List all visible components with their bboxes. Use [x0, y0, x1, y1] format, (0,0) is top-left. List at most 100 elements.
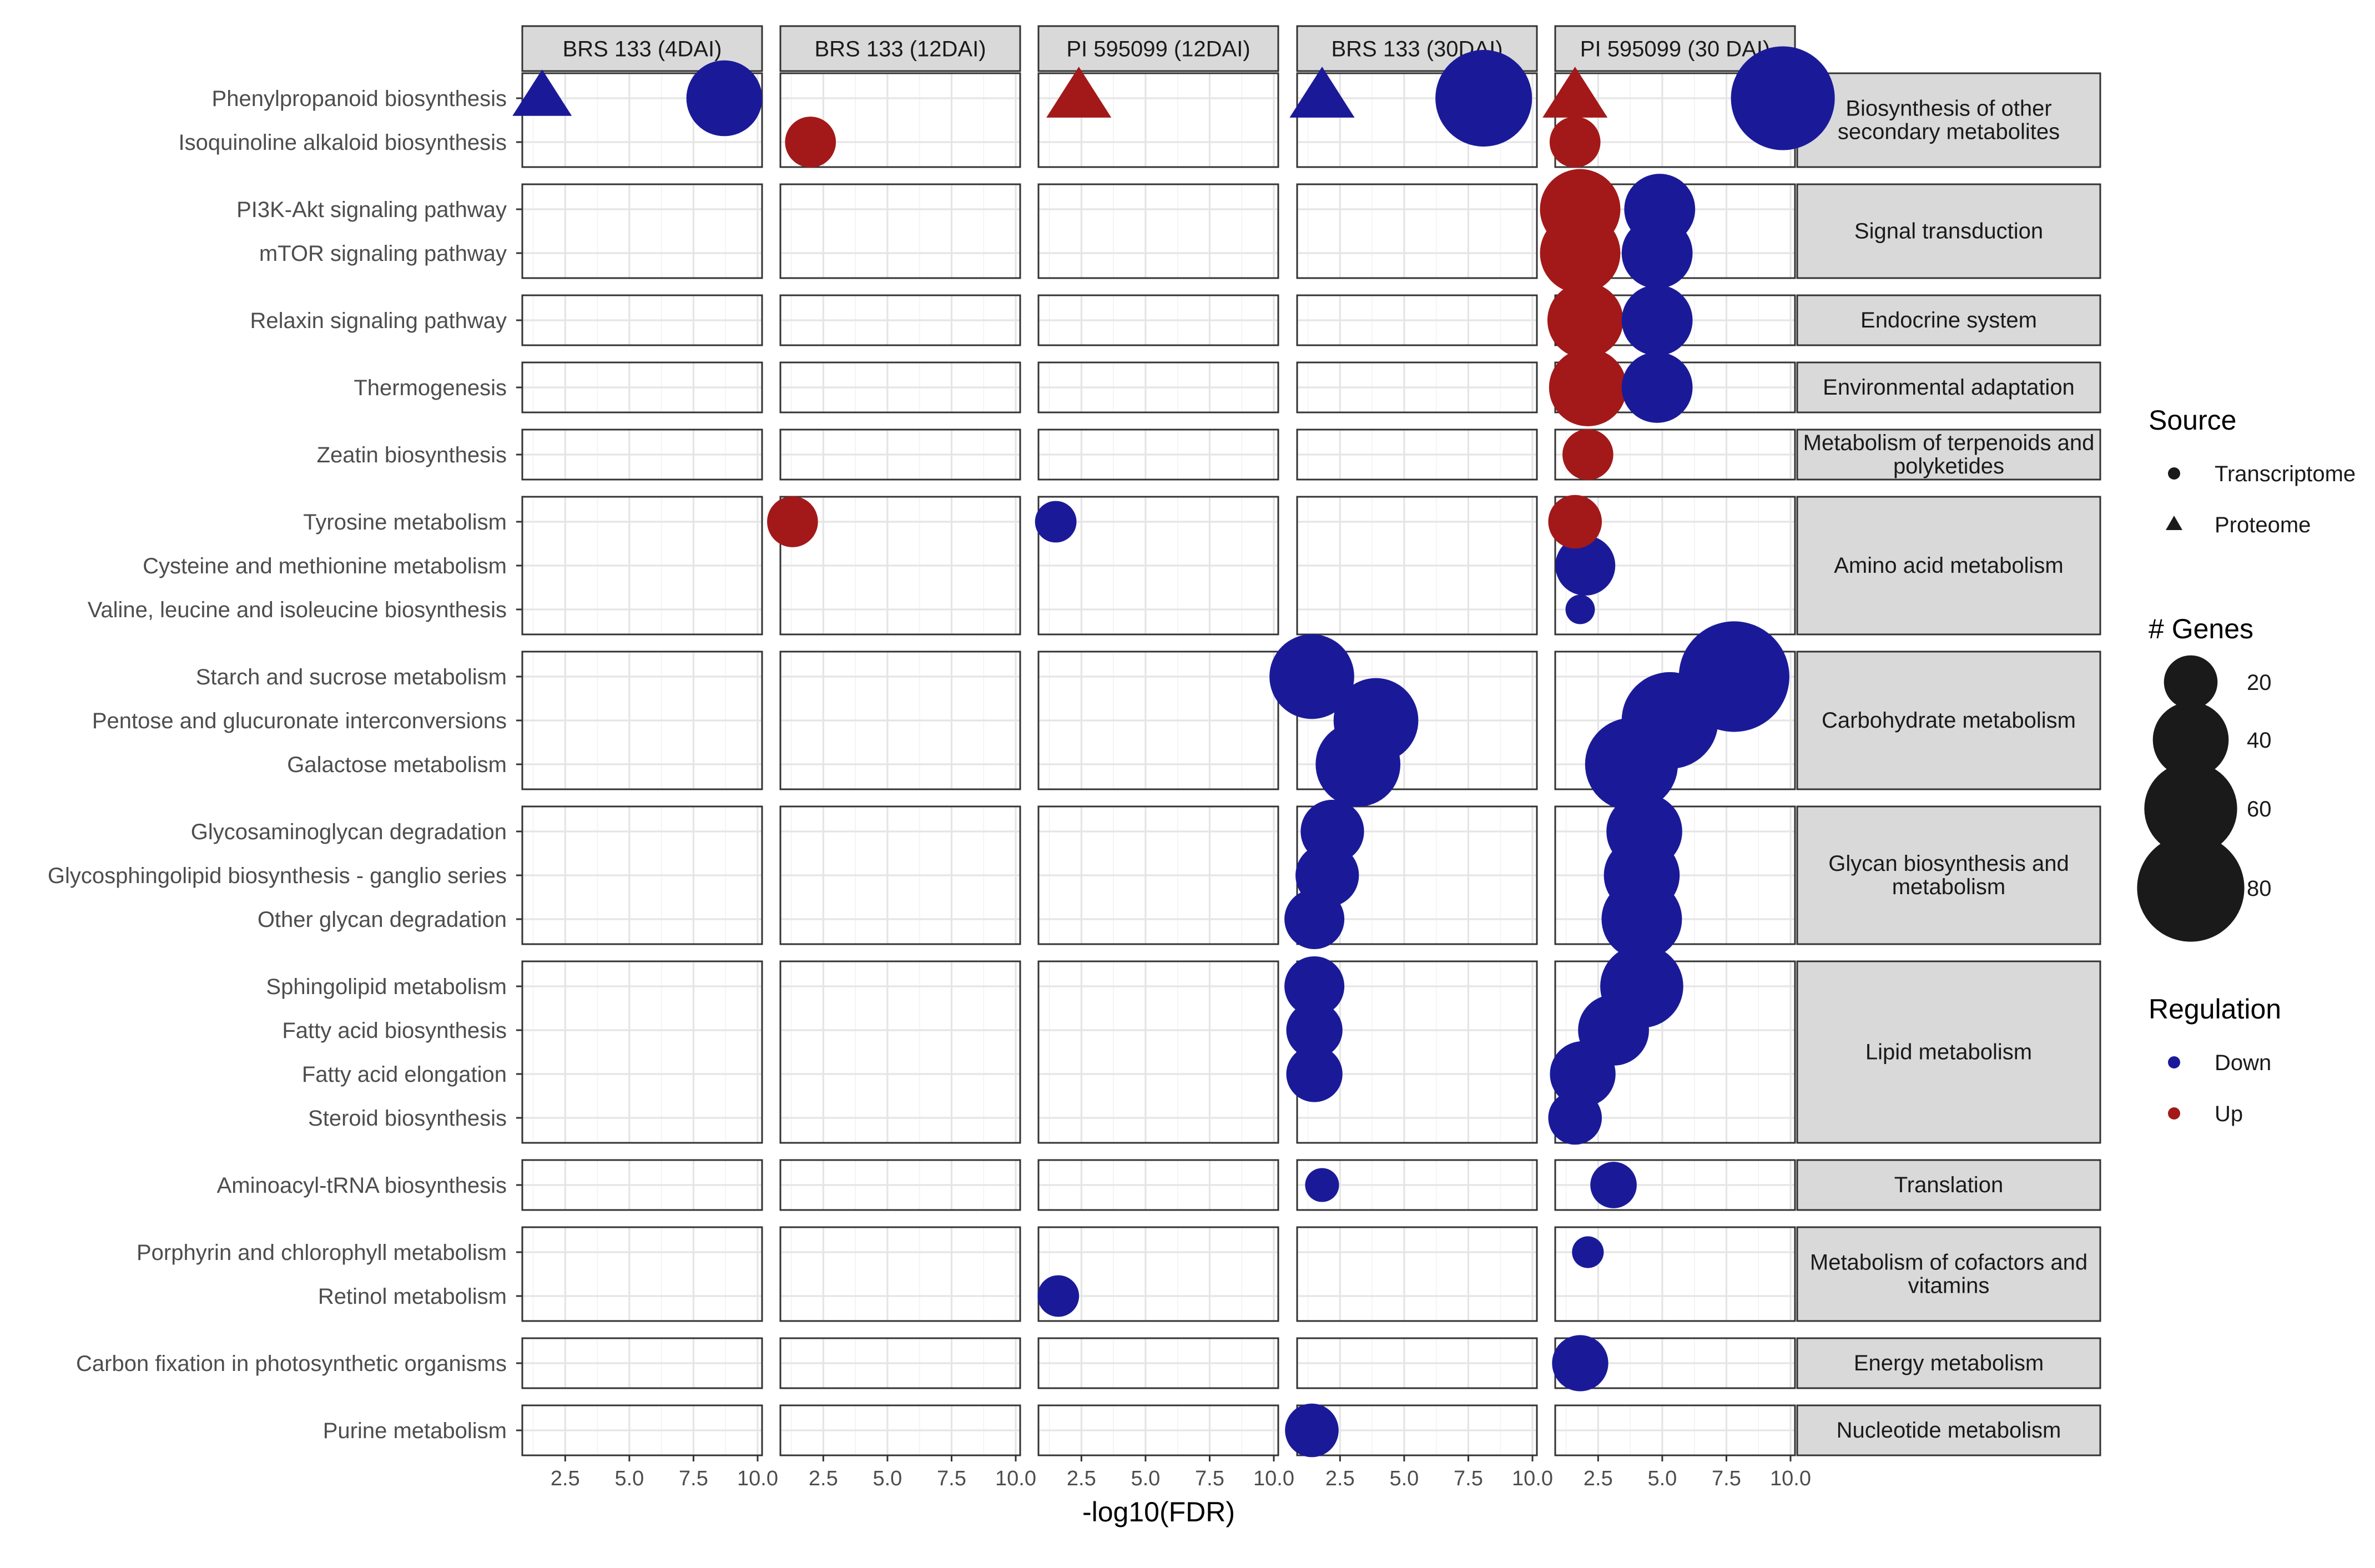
facet-title-1: BRS 133 (12DAI): [814, 37, 986, 62]
point-cysteine-and-methionine-metabolism-f4-transcriptome: [1555, 536, 1616, 596]
x-tick-label: 5.0: [614, 1467, 644, 1490]
group-strip-biosynthesis-of-other-secondary-metabolites: [1796, 72, 2101, 168]
panel-border: [521, 960, 763, 1144]
group-strip-signal-transduction: [1796, 183, 2101, 279]
group-label-line: Signal transduction: [1854, 219, 2043, 244]
panel-border: [1296, 183, 1538, 279]
row-label-starch-and-sucrose-metabolism: Starch and sucrose metabolism: [196, 665, 507, 689]
group-strip-nucleotide-metabolism: [1796, 1404, 2101, 1456]
point-tyrosine-metabolism-f2-transcriptome: [1035, 501, 1077, 543]
legend-down-label: Down: [2215, 1051, 2271, 1075]
panel-5-0: [521, 496, 763, 636]
panel-11-0: [521, 1337, 763, 1389]
panel-1-2: [1037, 183, 1279, 279]
row-label-cysteine-and-methionine-metabolism: Cysteine and methionine metabolism: [143, 554, 507, 578]
panel-3-2: [1037, 361, 1279, 414]
panel-9-0: [521, 1159, 763, 1211]
panel-border: [1554, 1159, 1796, 1211]
panel-2-0: [521, 294, 763, 346]
group-label-line: Biosynthesis of other: [1845, 97, 2051, 121]
point-fatty-acid-elongation-f3-transcriptome: [1286, 1046, 1343, 1102]
panel-border: [1554, 1404, 1796, 1456]
group-strip-environmental-adaptation: [1796, 361, 2101, 414]
panel-border: [1296, 1226, 1538, 1322]
data-points: [512, 46, 1835, 1458]
group-label-line: Metabolism of terpenoids and: [1803, 431, 2095, 455]
panel-12-1: [779, 1404, 1021, 1456]
x-axis: 2.5 5.0 7.5 10.0 2.5 5.0 7.5 10.0 2.5 5.0 7.5 10.0 2…: [551, 1455, 1811, 1527]
row-labels: Phenylpropanoid biosynthesis Isoquinoline…: [48, 87, 522, 1443]
point-relaxin-signaling-pathway-f4-transcriptome: [1621, 285, 1693, 356]
panel-11-1: [779, 1337, 1021, 1389]
x-tick-label: 10.0: [1253, 1467, 1294, 1490]
panel-fill: [522, 1227, 762, 1321]
panel-border: [1037, 1226, 1279, 1322]
panel-border: [1037, 960, 1279, 1144]
group-strip-metabolism-of-terpenoids-and-polyketides: [1796, 428, 2101, 481]
point-isoquinoline-alkaloid-biosynthesis-f1-transcriptome: [785, 117, 836, 168]
row-label-valine-leucine-and-isoleucine-biosynthesis: Valine, leucine and isoleucine biosynthe…: [88, 598, 507, 622]
group-label-line: secondary metabolites: [1838, 120, 2060, 144]
row-label-aminoacyl-trna-biosynthesis: Aminoacyl-tRNA biosynthesis: [217, 1173, 507, 1198]
panel-border: [1554, 1226, 1796, 1322]
panel-fill: [522, 184, 762, 278]
row-label-porphyrin-and-chlorophyll-metabolism: Porphyrin and chlorophyll metabolism: [137, 1241, 507, 1265]
panel-fill: [780, 1227, 1020, 1321]
panel-10-1: [779, 1226, 1021, 1322]
x-tick-label: 5.0: [873, 1467, 902, 1490]
panel-3-1: [779, 361, 1021, 414]
panel-border: [1037, 1337, 1279, 1389]
panel-4-0: [521, 428, 763, 481]
legend-proteome-label: Proteome: [2215, 513, 2311, 537]
row-label-retinol-metabolism: Retinol metabolism: [318, 1284, 507, 1309]
panel-border: [779, 361, 1021, 414]
point-mtor-signaling-pathway-f4-transcriptome: [1621, 218, 1693, 289]
x-tick-label: 2.5: [1584, 1467, 1613, 1490]
legend-genes-swatch-40: [2152, 702, 2229, 778]
group-strip-endocrine-system: [1796, 294, 2101, 346]
point-starch-and-sucrose-metabolism-f3-transcriptome: [1269, 634, 1354, 719]
panel-border: [779, 1159, 1021, 1211]
panel-12-0: [521, 1404, 763, 1456]
legend-transcriptome-label: Transcriptome: [2215, 462, 2356, 486]
panel-border: [1037, 428, 1279, 481]
x-tick-label: 10.0: [1512, 1467, 1553, 1490]
panel-border: [1037, 72, 1279, 168]
panel-fill: [780, 961, 1020, 1143]
row-label-fatty-acid-elongation: Fatty acid elongation: [302, 1062, 507, 1087]
legend-transcriptome-swatch: [2168, 467, 2180, 480]
point-other-glycan-degradation-f3-transcriptome: [1284, 889, 1345, 949]
panel-border: [1037, 1159, 1279, 1211]
panel-border: [521, 72, 763, 168]
facet-strip-2: [1037, 25, 1279, 72]
panel-border: [1296, 72, 1538, 168]
panel-3-3: [1296, 361, 1538, 414]
panel-border: [779, 1404, 1021, 1456]
panel-7-2: [1037, 805, 1279, 945]
row-label-steroid-biosynthesis: Steroid biosynthesis: [308, 1106, 507, 1131]
row-label-pi3k-akt-signaling-pathway: PI3K-Akt signaling pathway: [236, 198, 507, 222]
row-label-mtor-signaling-pathway: mTOR signaling pathway: [259, 241, 507, 266]
panel-4-3: [1296, 428, 1538, 481]
panel-7-1: [779, 805, 1021, 945]
row-label-zeatin-biosynthesis: Zeatin biosynthesis: [317, 443, 507, 467]
x-tick-label: 2.5: [1067, 1467, 1096, 1490]
panel-border: [779, 428, 1021, 481]
x-axis-title: -log10(FDR): [1082, 1496, 1235, 1527]
panel-12-4: [1554, 1404, 1796, 1456]
legend-genes-swatch-60: [2144, 762, 2237, 855]
point-steroid-biosynthesis-f4-transcriptome: [1548, 1091, 1602, 1145]
legend-up-label: Up: [2215, 1102, 2243, 1126]
row-label-glycosphingolipid-biosynthesis-ganglio-series: Glycosphingolipid biosynthesis - ganglio…: [48, 864, 507, 888]
panel-border: [521, 183, 763, 279]
panel-border: [1554, 651, 1796, 790]
point-phenylpropanoid-biosynthesis-f4-transcriptome: [1731, 46, 1835, 150]
point-purine-metabolism-f3-transcriptome: [1285, 1403, 1339, 1458]
point-phenylpropanoid-biosynthesis-f3-transcriptome: [1435, 49, 1532, 147]
legend-genes-label-20: 20: [2247, 670, 2272, 695]
point-galactose-metabolism-f4-transcriptome: [1585, 718, 1678, 811]
panel-border: [1037, 651, 1279, 790]
panel-border: [1554, 960, 1796, 1144]
panel-12-2: [1037, 1404, 1279, 1456]
